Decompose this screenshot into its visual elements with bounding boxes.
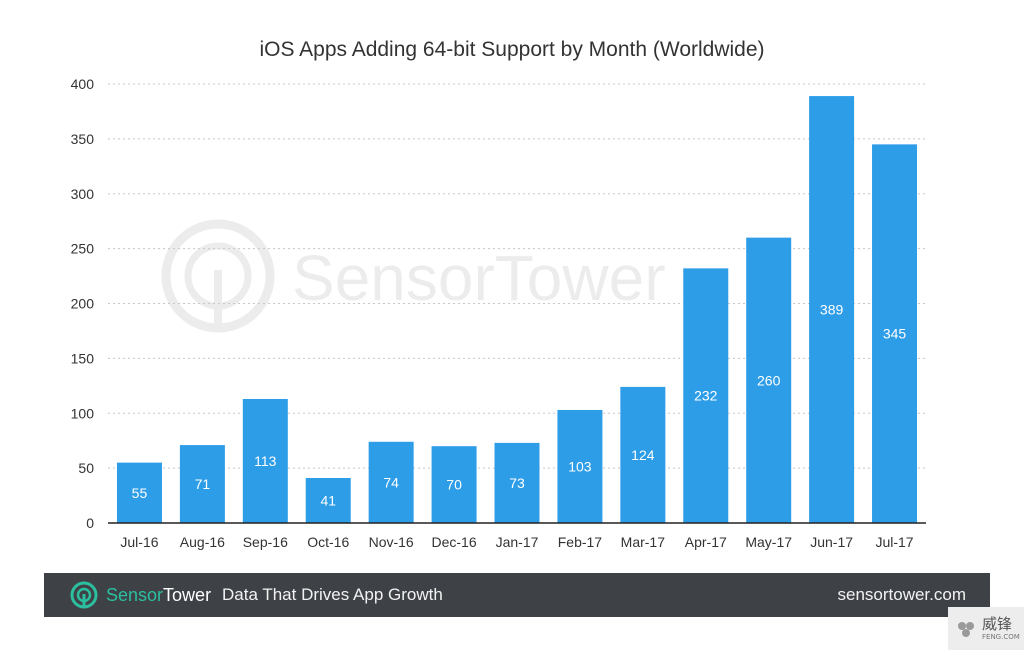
- bar-value-label: 41: [320, 493, 336, 509]
- y-tick-label: 200: [71, 296, 95, 312]
- y-tick-label: 250: [71, 241, 95, 257]
- corner-badge-text: 威锋: [982, 615, 1013, 633]
- corner-badge: 威锋 FENG.COM: [948, 607, 1024, 650]
- bar-value-label: 389: [820, 302, 844, 318]
- bar-value-label: 55: [132, 485, 148, 501]
- y-tick-label: 400: [71, 76, 95, 92]
- bar-value-label: 103: [568, 458, 592, 474]
- bar-value-label: 71: [195, 476, 211, 492]
- footer-tagline: Data That Drives App Growth: [222, 585, 443, 604]
- footer-url-link[interactable]: sensortower.com: [837, 585, 967, 604]
- bar-nov-16: [368, 441, 414, 523]
- x-tick-label: Jun-17: [810, 534, 853, 550]
- footer-brand: SensorTower: [106, 585, 211, 606]
- x-tick-label: Jul-17: [875, 534, 913, 550]
- bar-value-label: 124: [631, 447, 655, 463]
- y-tick-label: 350: [71, 131, 95, 147]
- bar-value-label: 345: [883, 326, 907, 342]
- chart-title: iOS Apps Adding 64-bit Support by Month …: [259, 38, 765, 61]
- footer-bar: SensorTower Data That Drives App Growth …: [44, 573, 990, 617]
- x-tick-label: Sep-16: [243, 534, 288, 550]
- watermark-text: SensorTower: [292, 242, 666, 314]
- footer-brand-part2: Tower: [163, 585, 212, 605]
- bar-aug-16: [179, 445, 225, 523]
- x-tick-label: Aug-16: [180, 534, 225, 550]
- x-tick-label: Apr-17: [685, 534, 727, 550]
- x-tick-label: Nov-16: [369, 534, 414, 550]
- bar-value-label: 113: [254, 453, 277, 469]
- feng-logo-icon: [958, 622, 974, 637]
- bar-jan-17: [494, 442, 540, 523]
- x-axis-ticks: Jul-16 Aug-16 Sep-16 Oct-16 Nov-16 Dec-16 Jan-…: [120, 534, 913, 550]
- bar-oct-16: [305, 478, 351, 523]
- bar-jun-17: [809, 96, 855, 523]
- y-tick-label: 100: [71, 405, 95, 421]
- bar-dec-16: [431, 446, 477, 523]
- bar-apr-17: [683, 268, 729, 523]
- x-tick-label: Mar-17: [621, 534, 666, 550]
- x-tick-label: Feb-17: [558, 534, 603, 550]
- bar-value-label: 232: [694, 388, 718, 404]
- bar-value-label: 73: [509, 475, 525, 491]
- bar-may-17: [746, 237, 792, 523]
- x-tick-label: Dec-16: [432, 534, 477, 550]
- bar-sep-16: [242, 398, 288, 523]
- bar-value-label: 260: [757, 372, 781, 388]
- y-tick-label: 0: [86, 515, 94, 531]
- bar-jul-16: [116, 462, 162, 523]
- bar-value-label: 70: [446, 477, 462, 493]
- sensortower-logo-icon: [70, 581, 98, 609]
- y-axis-ticks: 0 50 100 150 200 250 300 350 400: [71, 76, 95, 531]
- x-tick-label: Oct-16: [307, 534, 349, 550]
- y-tick-label: 50: [78, 460, 94, 476]
- corner-badge-subtext: FENG.COM: [982, 633, 1020, 641]
- bar-jul-17: [872, 144, 918, 524]
- x-tick-label: May-17: [745, 534, 792, 550]
- bar-value-label: 74: [383, 474, 399, 490]
- y-tick-label: 150: [71, 350, 95, 366]
- bar-feb-17: [557, 409, 603, 523]
- footer-brand-part1: Sensor: [106, 585, 164, 605]
- bar-chart: SensorTower 0 50 100 150 200 250 300 350 400 55 7…: [71, 76, 926, 550]
- bar-value-labels: 55 71 113 41 74 70 73 103 124 232 260 389 345: [132, 302, 907, 509]
- bar-mar-17: [620, 386, 666, 523]
- sensortower-watermark: SensorTower: [161, 219, 666, 333]
- x-tick-label: Jul-16: [120, 534, 158, 550]
- x-tick-label: Jan-17: [496, 534, 539, 550]
- bars: [116, 96, 918, 524]
- y-tick-label: 300: [71, 186, 95, 202]
